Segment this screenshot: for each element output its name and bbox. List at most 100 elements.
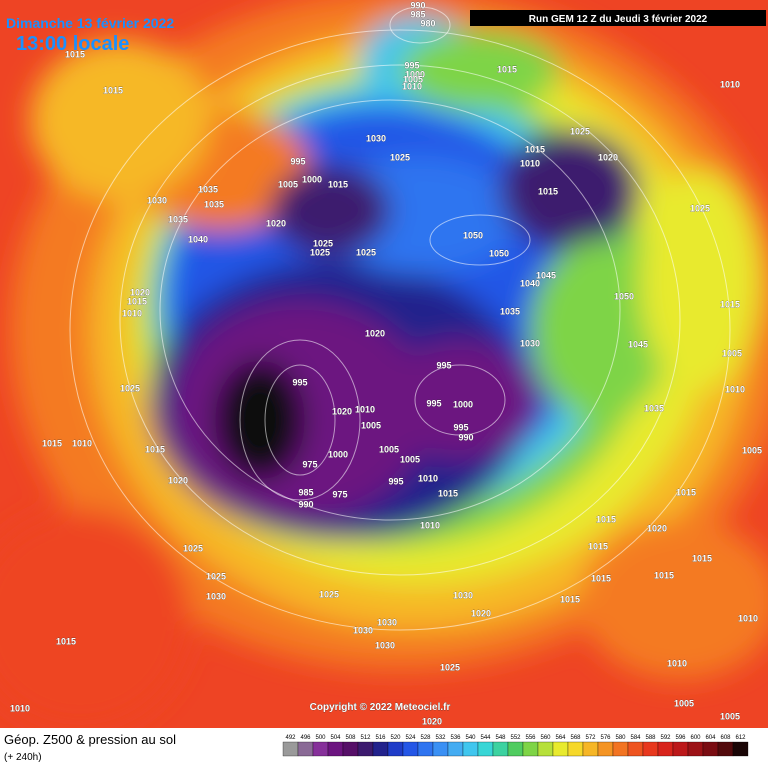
legend-swatch (402, 741, 419, 757)
isobar-label: 1010 (725, 384, 745, 394)
isobar-label: 1025 (570, 126, 590, 136)
isobar-label: 1005 (742, 445, 762, 455)
legend-label: 600 (690, 735, 701, 741)
isobar-label: 1015 (42, 438, 62, 448)
isobar-label: 1025 (206, 571, 226, 581)
isobar-label: 1000 (302, 174, 322, 184)
copyright: Copyright © 2022 Meteociel.fr (310, 702, 451, 713)
legend-label: 564 (555, 735, 566, 741)
isobar-label: 1010 (122, 308, 142, 318)
isobar-label: 1025 (120, 383, 140, 393)
legend-swatch (627, 741, 644, 757)
isobar-label: 1010 (720, 79, 740, 89)
legend-swatch (282, 741, 299, 757)
legend-swatch (312, 741, 329, 757)
legend-label: 548 (495, 735, 506, 741)
isobar-label: 1015 (65, 49, 85, 59)
isobar-label: 995 (292, 377, 307, 387)
isobar-label: 1005 (403, 74, 423, 84)
isobar-label: 1010 (520, 158, 540, 168)
isobar-label: 1045 (536, 270, 556, 280)
isobar-label: 1015 (596, 514, 616, 524)
isobar-label: 980 (420, 18, 435, 28)
isobar-label: 1005 (379, 444, 399, 454)
isobar-label: 985 (298, 487, 313, 497)
legend-label: 596 (675, 735, 686, 741)
isobar-label: 1020 (130, 287, 150, 297)
isobar-label: 985 (410, 9, 425, 19)
isobar-label: 1015 (525, 144, 545, 154)
legend-swatch (342, 741, 359, 757)
isobar-label: 1020 (647, 523, 667, 533)
isobar-label: 1010 (402, 81, 422, 91)
legend-swatch (492, 741, 509, 757)
legend-swatch (477, 741, 494, 757)
legend-swatch (537, 741, 554, 757)
legend-label: 568 (570, 735, 581, 741)
isobar-label: 990 (410, 0, 425, 10)
legend-label: 588 (645, 735, 656, 741)
legend-label: 540 (465, 735, 476, 741)
isobar-label: 1020 (365, 328, 385, 338)
isobar-label: 1035 (168, 214, 188, 224)
isobar-label: 1035 (644, 403, 664, 413)
isobar-label: 1020 (266, 218, 286, 228)
isobar-label: 1005 (278, 179, 298, 189)
legend-label: 536 (450, 735, 461, 741)
isobar-label: 1050 (463, 230, 483, 240)
legend-label: 556 (525, 735, 536, 741)
isobar-label: 1015 (145, 444, 165, 454)
legend-label: 552 (510, 735, 521, 741)
legend-label: 576 (600, 735, 611, 741)
isobar-label: 1050 (614, 291, 634, 301)
isobar-label: 1025 (310, 247, 330, 257)
legend-swatch (417, 741, 434, 757)
isobar-label: 1010 (355, 404, 375, 414)
isobar-label: 1030 (147, 195, 167, 205)
isobar-label: 995 (426, 398, 441, 408)
isobar-label: 1035 (198, 184, 218, 194)
isobar-label: 1015 (56, 636, 76, 646)
legend-swatch (642, 741, 659, 757)
isobar-label: 1015 (328, 179, 348, 189)
isobar-label: 1035 (204, 199, 224, 209)
isobar-label: 1000 (328, 449, 348, 459)
isobar-label: 1025 (356, 247, 376, 257)
isobar-label: 990 (458, 432, 473, 442)
isobar-label: 1000 (453, 399, 473, 409)
legend-swatch (327, 741, 344, 757)
isobar-label: 1025 (440, 662, 460, 672)
isobar-label: 1005 (400, 454, 420, 464)
legend-label: 504 (330, 735, 341, 741)
isobar-label: 1025 (690, 203, 710, 213)
legend-label: 528 (420, 735, 431, 741)
legend-label: 560 (540, 735, 551, 741)
isobar-label: 1010 (738, 613, 758, 623)
isobar-label: 1015 (720, 299, 740, 309)
isobar-label: 1010 (418, 473, 438, 483)
isobar-label: 1035 (500, 306, 520, 316)
footer-subtitle: (+ 240h) (4, 752, 42, 763)
isobar-label: 1005 (722, 348, 742, 358)
legend-swatch (687, 741, 704, 757)
legend-label: 604 (705, 735, 716, 741)
legend-swatch (447, 741, 464, 757)
legend-swatch (297, 741, 314, 757)
isobar-label: 1015 (654, 570, 674, 580)
footer-title: Géop. Z500 & pression au sol (4, 732, 176, 747)
isobar-label: 1005 (361, 420, 381, 430)
isobar-label: 1015 (560, 594, 580, 604)
isobar-label: 1030 (206, 591, 226, 601)
isobar-label: 1040 (188, 234, 208, 244)
legend: 492 496 500 504 508 512 516 520 524 528 532 536 540 5… (282, 735, 749, 757)
legend-label: 508 (345, 735, 356, 741)
legend-label: 500 (315, 735, 326, 741)
legend-label: 520 (390, 735, 401, 741)
legend-label: 580 (615, 735, 626, 741)
legend-label: 512 (360, 735, 371, 741)
isobar-label: 995 (404, 60, 419, 70)
legend-swatch (582, 741, 599, 757)
isobar-label: 1010 (420, 520, 440, 530)
legend-label: 572 (585, 735, 596, 741)
legend-label: 544 (480, 735, 491, 741)
